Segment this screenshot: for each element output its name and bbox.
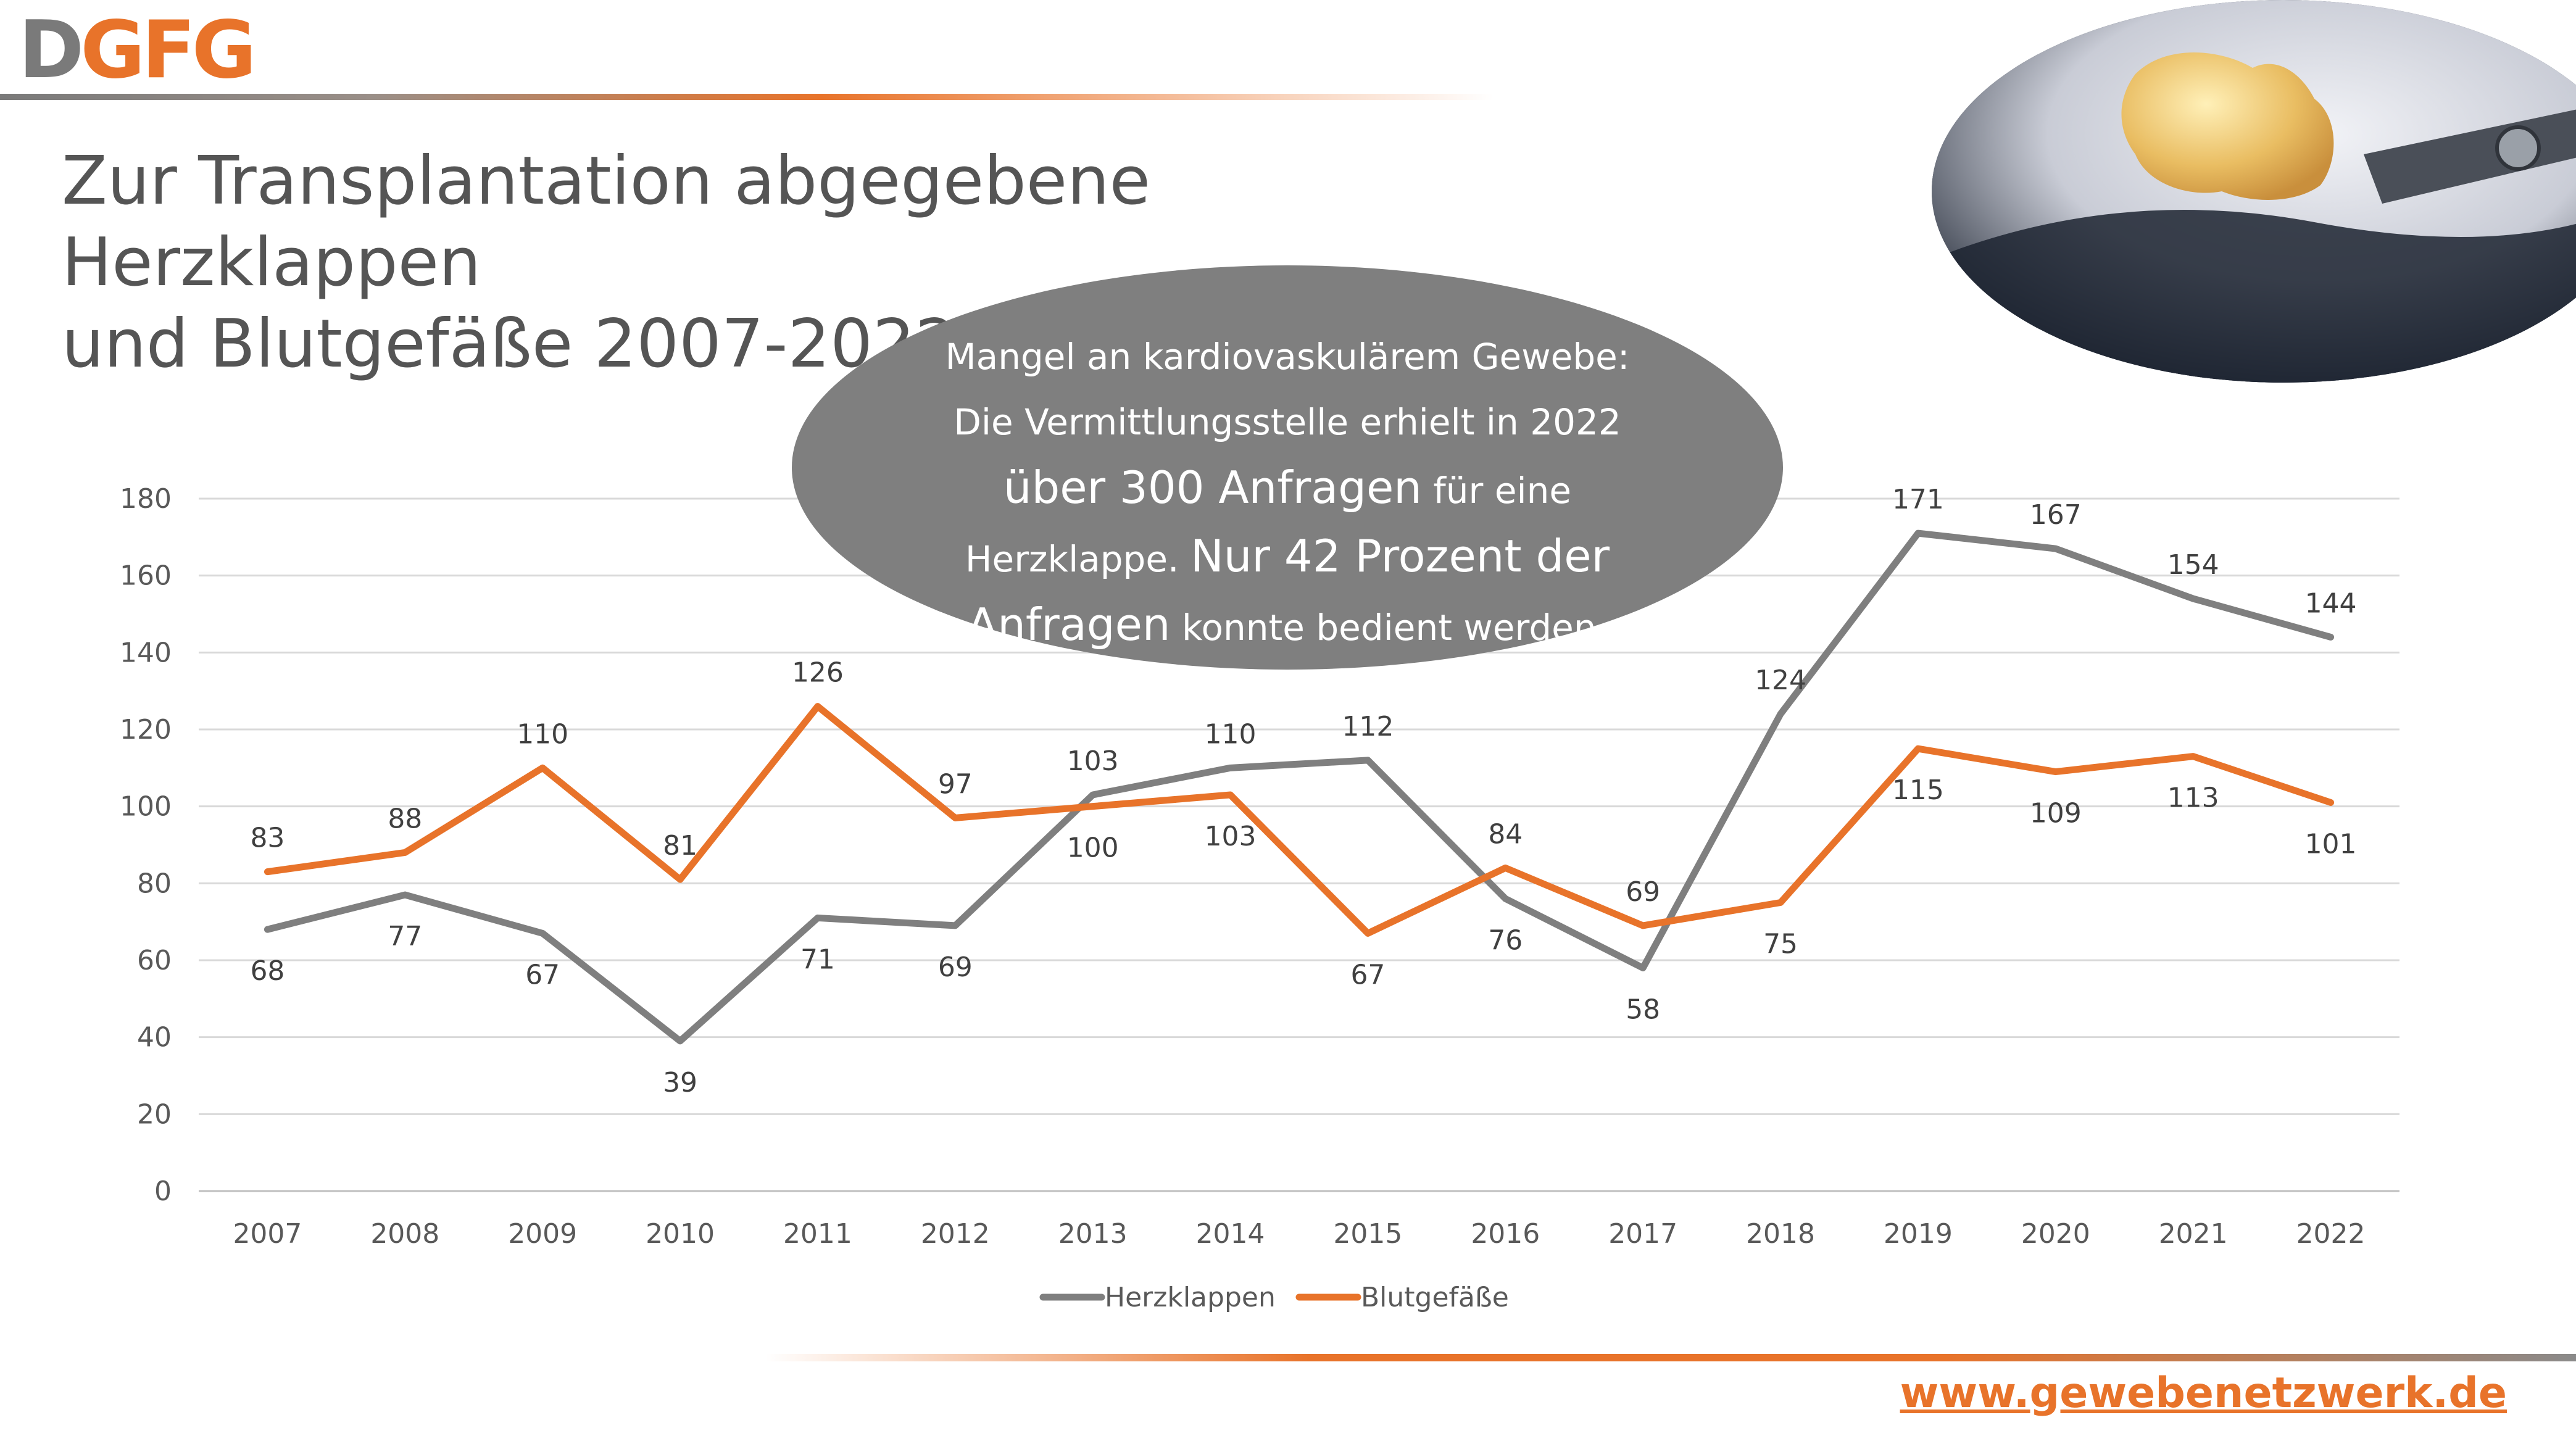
- data-label-blutgefäße: 75: [1763, 929, 1798, 960]
- website-link[interactable]: www.gewebenetzwerk.de: [1900, 1369, 2507, 1418]
- data-label-blutgefäße: 84: [1488, 818, 1523, 850]
- x-tick-label: 2015: [1333, 1218, 1402, 1250]
- data-label-blutgefäße: 126: [792, 657, 844, 689]
- y-tick-label: 80: [137, 868, 172, 899]
- y-tick-label: 160: [120, 560, 172, 592]
- y-tick-label: 140: [120, 637, 172, 668]
- x-tick-label: 2012: [921, 1218, 990, 1250]
- series-line-blutgefäße: [264, 703, 2335, 937]
- title-line-2: und Blutgefäße 2007-2022: [62, 305, 958, 383]
- x-tick-label: 2017: [1608, 1218, 1677, 1250]
- x-tick-label: 2018: [1746, 1218, 1815, 1250]
- data-label-herzklappen: 112: [1342, 711, 1394, 742]
- data-label-blutgefäße: 113: [2167, 783, 2219, 814]
- y-tick-label: 40: [137, 1022, 172, 1053]
- header-divider: [0, 94, 1494, 100]
- y-tick-label: 60: [137, 945, 172, 976]
- data-label-blutgefäße: 67: [1350, 959, 1385, 990]
- data-label-herzklappen: 110: [1205, 718, 1257, 750]
- x-tick-label: 2011: [783, 1218, 852, 1250]
- data-label-herzklappen: 67: [525, 959, 560, 990]
- y-tick-label: 180: [120, 483, 172, 515]
- y-tick-label: 120: [120, 714, 172, 745]
- data-label-herzklappen: 76: [1488, 924, 1523, 956]
- callout-highlight-requests: über 300 Anfragen: [1003, 462, 1422, 513]
- data-label-herzklappen: 69: [938, 952, 973, 983]
- callout-highlight-percent: Nur 42 Prozent der: [1190, 530, 1610, 582]
- data-label-herzklappen: 167: [2030, 499, 2082, 531]
- data-label-blutgefäße: 115: [1892, 774, 1944, 806]
- callout-text-5: konnte bedient werden.: [1170, 607, 1608, 649]
- x-tick-label: 2020: [2021, 1218, 2090, 1250]
- x-tick-label: 2014: [1196, 1218, 1265, 1250]
- data-label-blutgefäße: 101: [2305, 828, 2357, 860]
- data-label-herzklappen: 144: [2305, 587, 2357, 619]
- data-label-herzklappen: 39: [663, 1067, 697, 1098]
- data-label-blutgefäße: 103: [1205, 821, 1257, 852]
- data-label-herzklappen: 71: [800, 944, 835, 975]
- heart-valve-photo: [1932, 0, 2576, 383]
- x-tick-label: 2016: [1471, 1218, 1540, 1250]
- x-tick-label: 2007: [233, 1218, 302, 1250]
- y-tick-label: 0: [154, 1176, 172, 1207]
- footer-divider: [765, 1354, 2576, 1361]
- x-tick-label: 2019: [1884, 1218, 1953, 1250]
- x-tick-label: 2008: [370, 1218, 439, 1250]
- data-label-herzklappen: 58: [1626, 994, 1660, 1025]
- data-label-blutgefäße: 81: [663, 830, 697, 862]
- legend-label: Herzklappen: [1105, 1282, 1276, 1313]
- callout-text-4: Herzklappe.: [965, 538, 1190, 580]
- data-label-herzklappen: 171: [1892, 484, 1944, 515]
- x-tick-label: 2013: [1058, 1218, 1128, 1250]
- data-label-blutgefäße: 100: [1067, 832, 1119, 864]
- y-tick-label: 100: [120, 791, 172, 823]
- x-tick-label: 2009: [508, 1218, 577, 1250]
- data-label-herzklappen: 154: [2167, 549, 2219, 581]
- data-label-blutgefäße: 69: [1626, 876, 1660, 908]
- data-label-herzklappen: 77: [388, 921, 422, 952]
- legend-label: Blutgefäße: [1361, 1282, 1509, 1313]
- data-label-herzklappen: 124: [1755, 665, 1806, 696]
- callout-line-2: Die Vermittlungsstelle erhielt in 2022: [954, 401, 1621, 443]
- data-label-blutgefäße: 97: [938, 768, 973, 800]
- x-tick-label: 2010: [646, 1218, 715, 1250]
- title-line-1: Zur Transplantation abgegebene Herzklapp…: [62, 143, 1151, 301]
- data-label-blutgefäße: 88: [388, 803, 422, 834]
- x-tick-label: 2022: [2296, 1218, 2366, 1250]
- data-label-herzklappen: 68: [250, 955, 285, 987]
- dgfg-logo: DGFG: [19, 4, 257, 96]
- data-label-blutgefäße: 109: [2030, 798, 2082, 829]
- callout-highlight-anfragen: Anfragen: [966, 599, 1171, 650]
- page-title: Zur Transplantation abgegebene Herzklapp…: [62, 141, 1543, 384]
- x-tick-label: 2021: [2159, 1218, 2228, 1250]
- data-label-blutgefäße: 83: [250, 823, 285, 854]
- callout-line-1: Mangel an kardiovaskulärem Gewebe:: [945, 336, 1630, 378]
- info-callout: Mangel an kardiovaskulärem Gewebe: Die V…: [792, 265, 1783, 670]
- series-line-herzklappen: [264, 529, 2335, 1045]
- callout-text-3: für eine: [1421, 470, 1572, 512]
- y-tick-label: 20: [137, 1098, 172, 1130]
- data-label-herzklappen: 103: [1067, 745, 1119, 777]
- data-label-blutgefäße: 110: [517, 718, 568, 750]
